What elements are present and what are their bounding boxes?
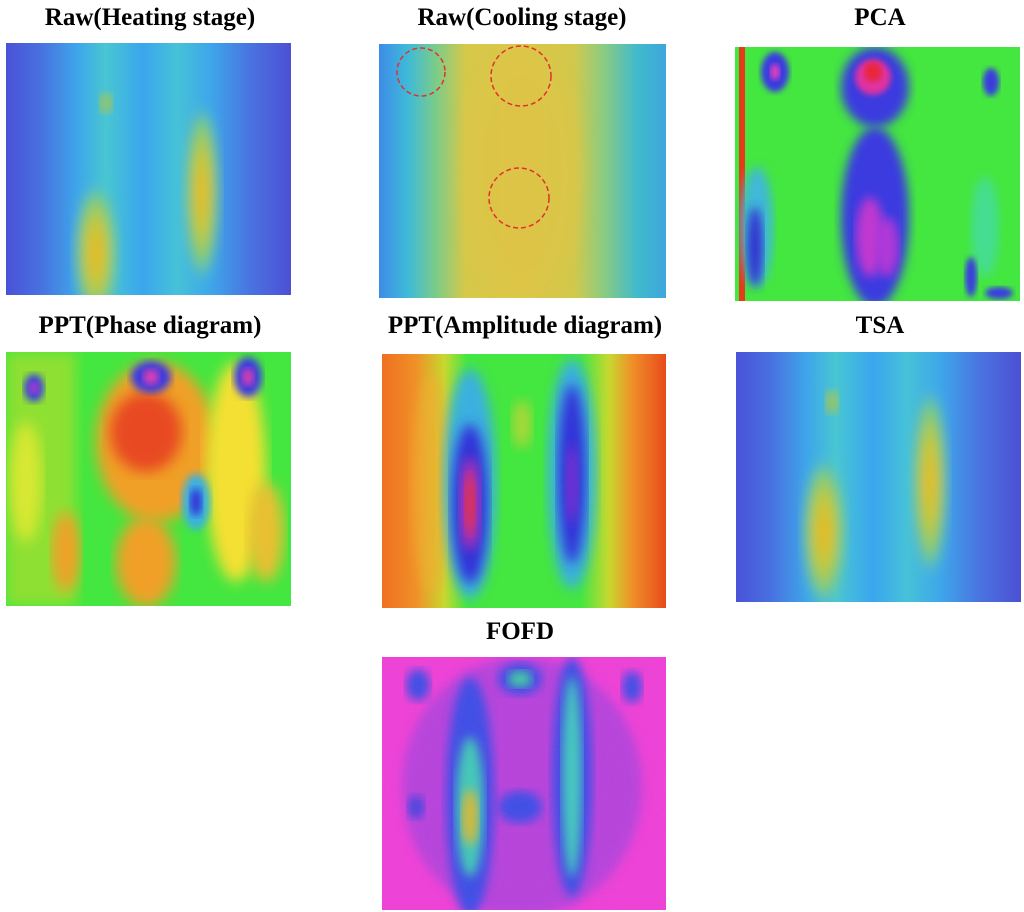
title-pca: PCA xyxy=(854,4,906,31)
raw-heating-thermal-image xyxy=(6,43,291,295)
ppt-phase-thermal-image xyxy=(6,352,291,606)
title-ppt-amplitude: PPT(Amplitude diagram) xyxy=(387,312,663,339)
tsa-thermal-image xyxy=(736,352,1021,602)
title-fofd: FOFD xyxy=(485,618,555,645)
defect-marker-circle xyxy=(490,45,552,107)
defect-marker-circle xyxy=(488,167,550,229)
title-raw-cooling: Raw(Cooling stage) xyxy=(417,4,627,31)
pca-thermal-image xyxy=(735,47,1020,301)
defect-marker-circle xyxy=(396,47,446,97)
fofd-thermal-image xyxy=(382,657,666,910)
ppt-amplitude-thermal-image xyxy=(382,354,666,608)
title-raw-heating: Raw(Heating stage) xyxy=(44,4,256,31)
title-ppt-phase: PPT(Phase diagram) xyxy=(38,312,262,339)
raw-cooling-thermal-image xyxy=(379,44,666,298)
title-tsa: TSA xyxy=(855,312,905,339)
